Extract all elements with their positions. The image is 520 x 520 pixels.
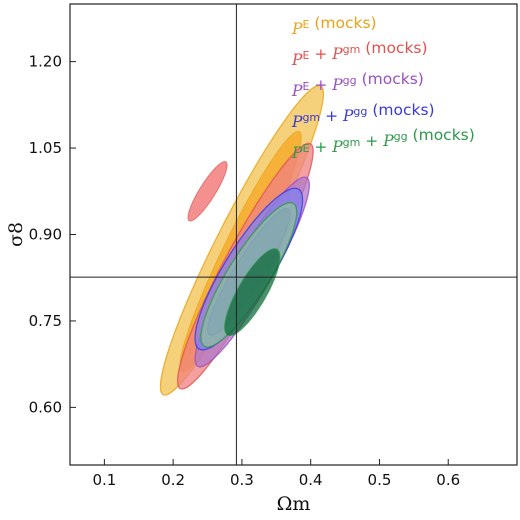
x-tick-label: 0.3 — [230, 471, 254, 489]
y-tick-label: 1.05 — [29, 139, 62, 157]
x-tick-label: 0.1 — [92, 471, 116, 489]
contour-68-series-2 — [187, 161, 228, 222]
axis-ticks: 0.1 0.2 0.3 0.4 0.5 0.6 0.60 0.75 0.90 1.05 1.20 — [29, 53, 461, 489]
legend-item-1: PE (mocks) — [291, 14, 377, 38]
y-tick-label: 0.75 — [29, 312, 62, 330]
x-tick-label: 0.4 — [299, 471, 323, 489]
plot-area — [70, 4, 517, 465]
legend: PE (mocks)PE + Pgm (mocks)PE + Pgg (mock… — [291, 14, 475, 162]
y-tick-label: 0.90 — [29, 226, 62, 244]
y-axis-label: σ8 — [5, 222, 27, 247]
x-tick-label: 0.6 — [436, 471, 460, 489]
legend-item-2: PE + Pgm (mocks) — [291, 39, 428, 69]
legend-item-5: PE + Pgm + Pgg (mocks) — [291, 126, 475, 162]
y-tick-label: 1.20 — [29, 53, 62, 71]
x-tick-label: 0.5 — [368, 471, 392, 489]
legend-item-3: PE + Pgg (mocks) — [291, 70, 424, 100]
legend-item-4: Pgm + Pgg (mocks) — [291, 101, 435, 131]
y-tick-label: 0.60 — [29, 398, 62, 416]
contour-layer — [159, 84, 325, 396]
x-tick-label: 0.2 — [161, 471, 185, 489]
x-axis-label: Ωm — [277, 493, 311, 515]
